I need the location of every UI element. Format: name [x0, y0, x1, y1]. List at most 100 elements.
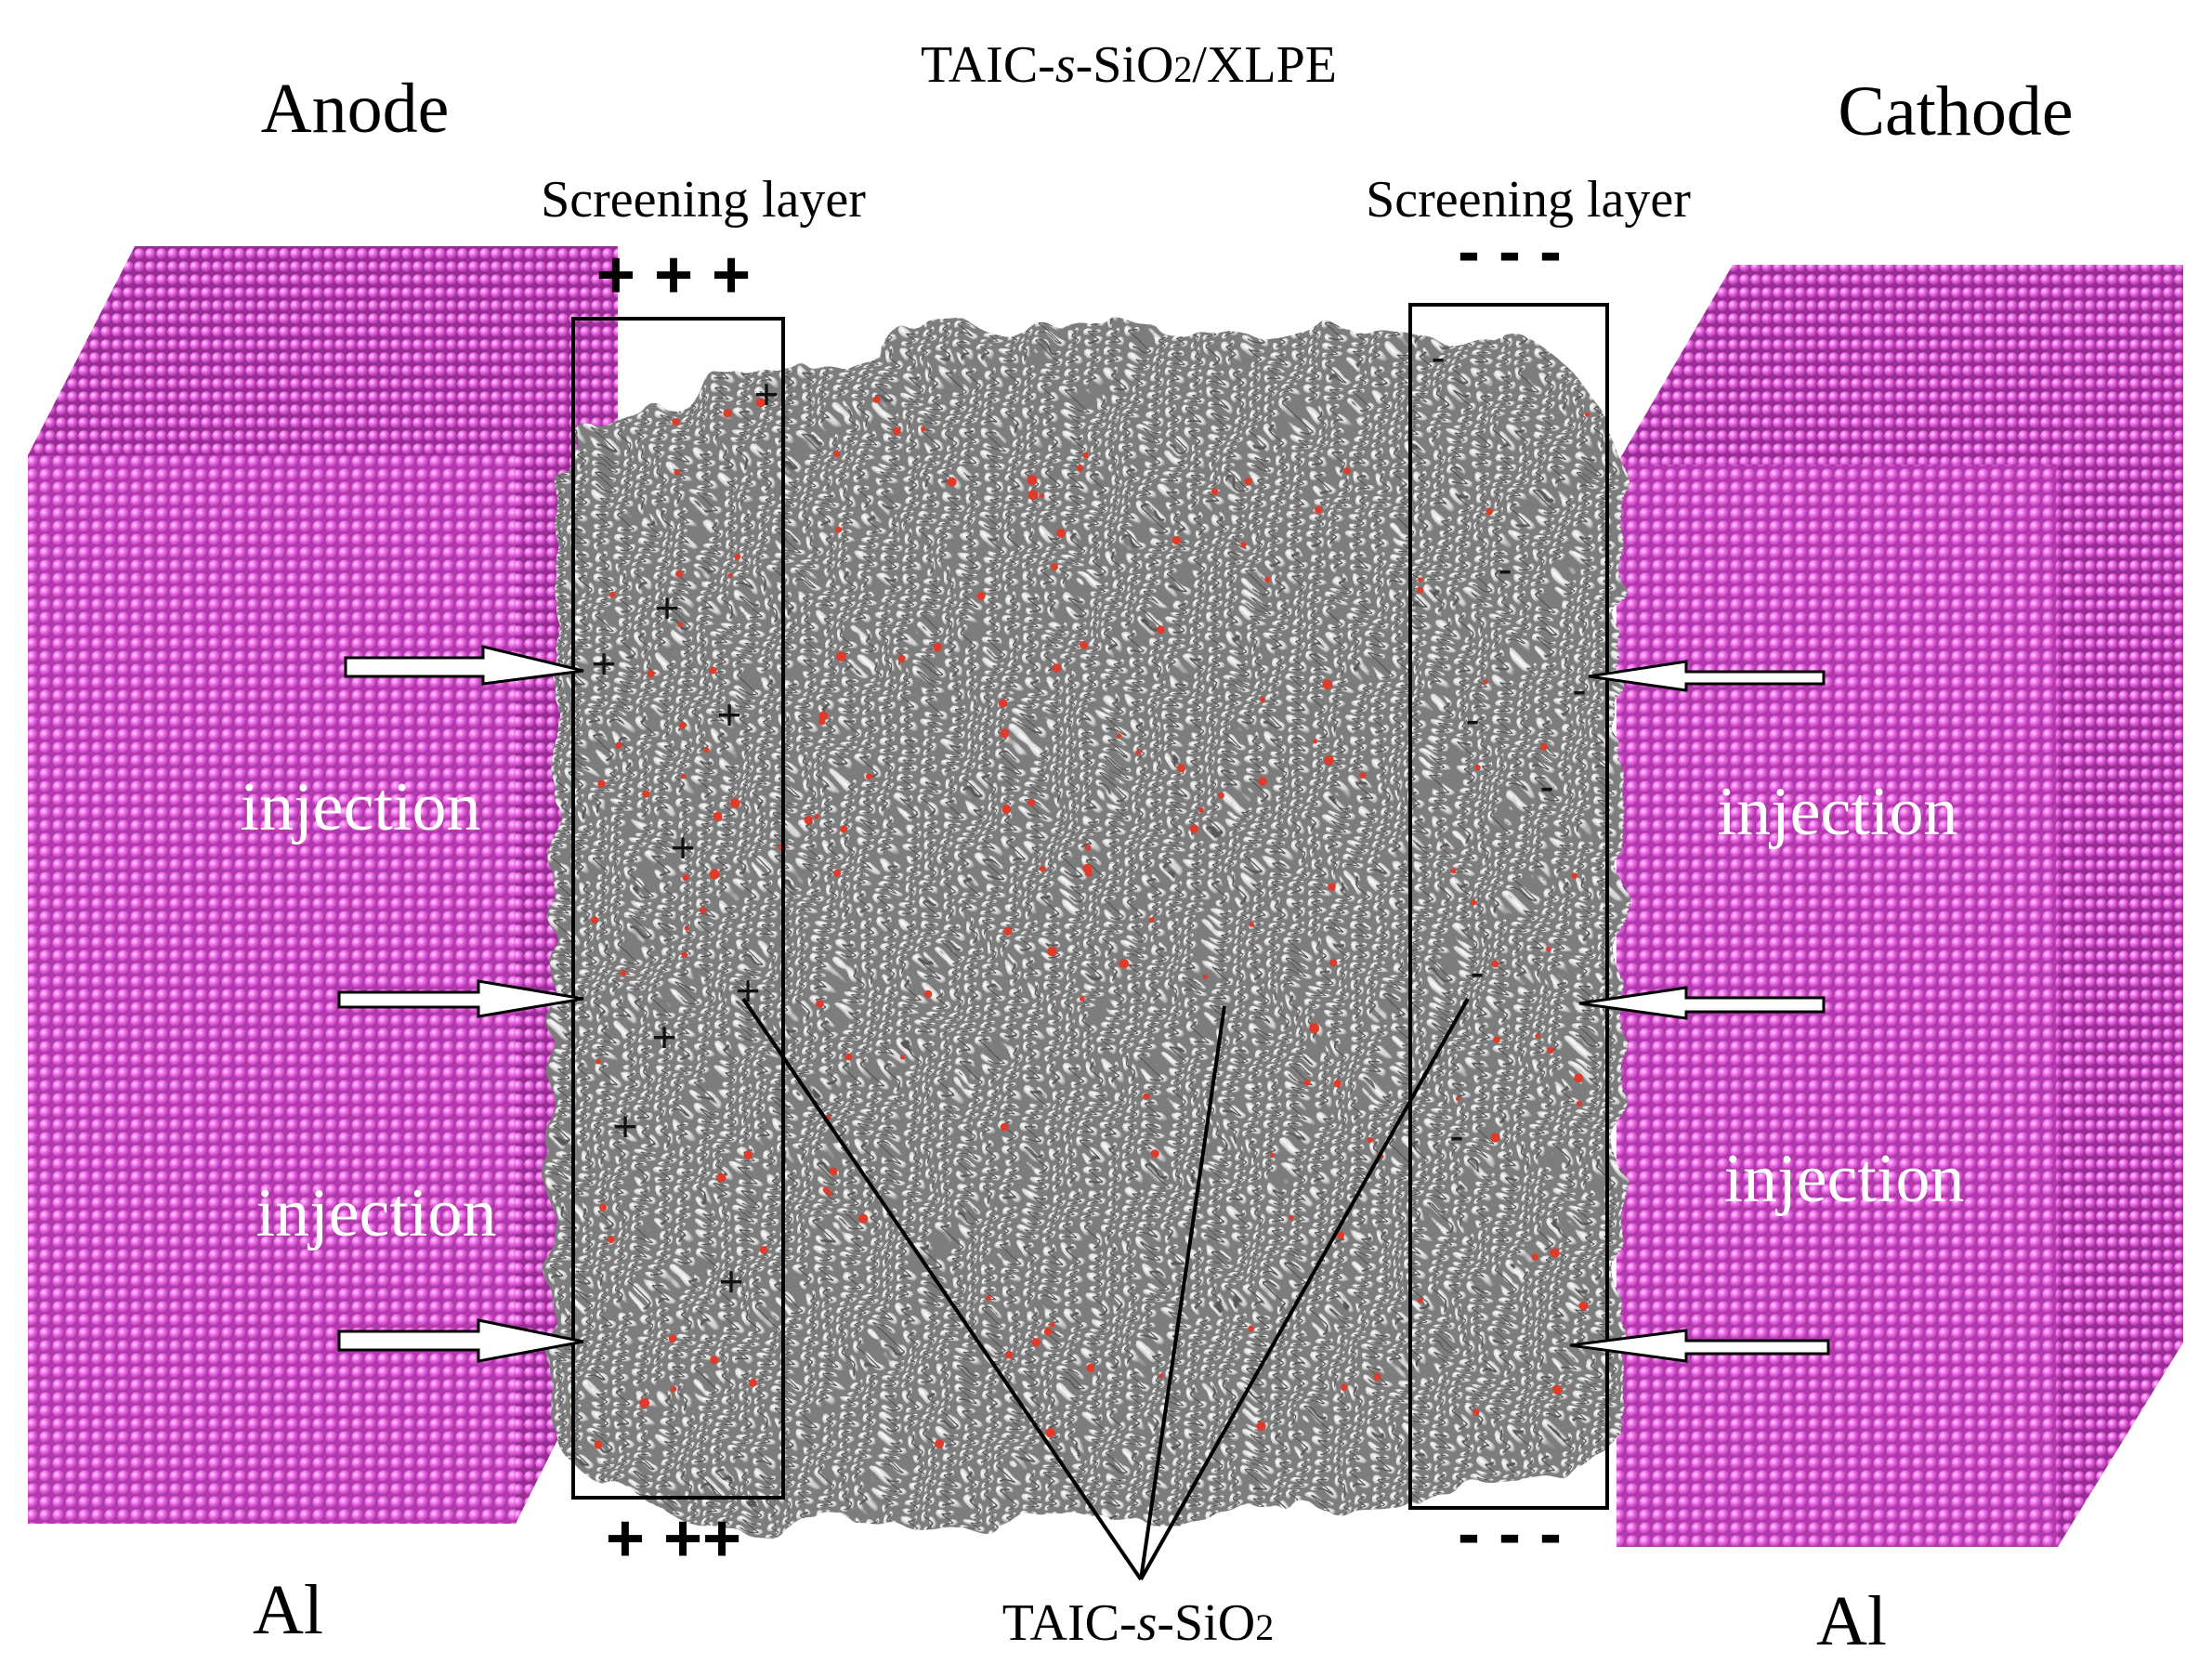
oxygen-atom [818, 711, 829, 721]
oxygen-atom [923, 989, 933, 999]
oxygen-atom [1367, 1136, 1373, 1144]
positive-charges-top: + + + [596, 238, 751, 312]
oxygen-atom [893, 426, 901, 436]
oxygen-atom [1240, 542, 1247, 548]
anode-top-face [28, 246, 618, 455]
oxygen-atom [1483, 679, 1488, 685]
oxygen-atom [755, 398, 766, 408]
oxygen-atom [1258, 777, 1267, 786]
polymer-body [548, 321, 1621, 1533]
oxygen-atom [1309, 1023, 1319, 1033]
oxygen-atom [1578, 1301, 1589, 1311]
pointer-lines [741, 997, 1470, 1581]
oxygen-atom [642, 790, 650, 798]
oxygen-atom [1416, 586, 1423, 594]
oxygen-atom [675, 570, 683, 578]
oxygen-atom [1177, 764, 1185, 773]
oxygen-atom [986, 1295, 991, 1301]
oxygen-atom [716, 1173, 726, 1183]
oxygen-atom [1289, 1214, 1294, 1221]
oxygen-atom [1040, 493, 1045, 499]
oxygen-atom [1531, 1253, 1538, 1261]
oxygen-atom [1171, 536, 1181, 545]
oxygen-atom [1333, 1080, 1342, 1088]
oxygen-atom [1049, 1321, 1055, 1328]
oxygen-atom [709, 666, 717, 675]
oxygen-atom [647, 670, 655, 678]
oxygen-atom [723, 409, 732, 418]
screening-box-left [571, 317, 785, 1500]
negative-charge-sign: - [1470, 948, 1484, 996]
oxygen-atom [1373, 1372, 1381, 1382]
oxygen-atom [1470, 899, 1477, 906]
oxygen-atom [677, 622, 683, 627]
screening-box-right [1408, 303, 1609, 1510]
oxygen-atom [1119, 959, 1130, 969]
oxygen-atom [1052, 663, 1062, 673]
oxygen-atom [734, 553, 741, 560]
injection-label-anode-1: injection [241, 769, 481, 845]
screening-charge-signs: +++++++++------- [592, 333, 1587, 1305]
oxygen-atom [1456, 1096, 1461, 1102]
positive-charge-sign: + [613, 1102, 638, 1150]
oxygen-atom [818, 718, 826, 726]
oxygen-atom [608, 1236, 615, 1243]
oxygen-atom [671, 1386, 677, 1393]
oxygen-atom [829, 1167, 838, 1176]
oxygen-atom [749, 1378, 757, 1387]
oxygen-atom [1150, 1149, 1159, 1159]
oxygen-atom [700, 907, 707, 914]
oxygen-atom [1490, 1133, 1500, 1143]
oxygen-atom [1040, 865, 1046, 872]
oxygen-atom [1189, 824, 1198, 833]
oxygen-atom [1259, 696, 1265, 702]
negative-charge-sign: - [1431, 333, 1445, 381]
oxygen-atom [1000, 1122, 1009, 1132]
oxygen-atom [597, 780, 606, 789]
oxygen-atom [1571, 872, 1577, 879]
oxygen-atom [1076, 465, 1084, 472]
oxygen-atom [1322, 679, 1333, 690]
oxygen-atom [865, 773, 872, 780]
oxygen-atom [1027, 798, 1036, 806]
oxygen-atom [1540, 742, 1548, 751]
oxygen-atom [1079, 996, 1085, 1002]
oxygen-atom [678, 722, 687, 729]
oxygen-atom [1450, 868, 1457, 874]
oxygen-atom [713, 811, 723, 821]
oxygen-atom [833, 869, 842, 877]
oxygen-atom [1135, 749, 1142, 755]
oxygen-atom [1343, 467, 1351, 475]
oxygen-atom [674, 469, 680, 476]
oxygen-atom [1486, 507, 1493, 516]
oxygen-atom [816, 1000, 824, 1008]
oxygen-atom [1303, 1079, 1311, 1086]
oxygen-atom [1027, 490, 1039, 501]
oxygen-atom [1491, 960, 1499, 968]
oxygen-atom [620, 970, 627, 976]
pointer-line-3 [1139, 998, 1470, 1580]
oxygen-sites [591, 396, 1590, 1449]
oxygen-atom [1552, 1384, 1563, 1395]
taic-sio2-label: TAIC-s-SiO2 [1002, 1594, 1274, 1652]
positive-charge-sign: + [671, 823, 696, 871]
injection-arrows [337, 645, 1830, 1363]
oxygen-atom [1324, 755, 1334, 766]
oxygen-atom [840, 825, 848, 833]
al-left-label: Al [253, 1571, 323, 1649]
negative-charge-sign: - [1498, 544, 1512, 593]
arrow-cathode-3 [1569, 1329, 1830, 1363]
oxygen-atom [1474, 765, 1481, 771]
diagram-title: TAIC-s-SiO2/XLPE [921, 36, 1337, 94]
negative-charge-sign: - [1465, 695, 1479, 743]
oxygen-atom [1418, 577, 1423, 583]
oxygen-atom [822, 1186, 830, 1194]
negative-charges-bottom: - - - [1458, 1497, 1562, 1571]
oxygen-atom [844, 1053, 853, 1061]
oxygen-atom [1005, 1351, 1014, 1359]
oxygen-atom [1256, 1421, 1266, 1432]
oxygen-atom [1313, 739, 1318, 744]
oxygen-atom [681, 951, 687, 958]
positive-charge-sign: + [719, 1257, 744, 1305]
oxygen-atom [1045, 1427, 1055, 1438]
